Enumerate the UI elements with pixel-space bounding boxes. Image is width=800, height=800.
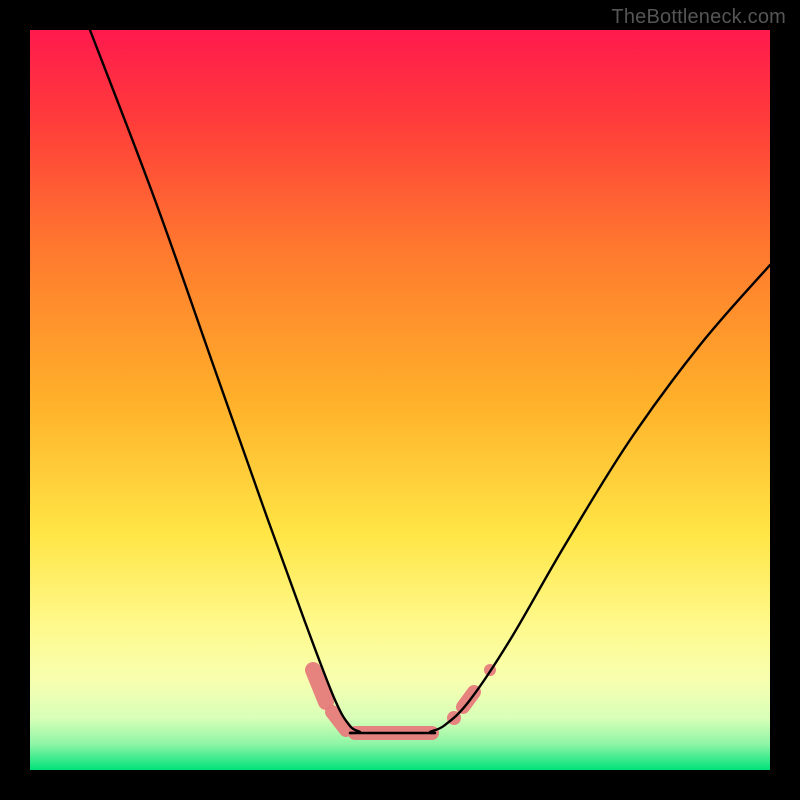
bottleneck-chart-svg [0,0,800,800]
watermark-text: TheBottleneck.com [611,6,786,29]
chart-canvas: TheBottleneck.com [0,0,800,800]
